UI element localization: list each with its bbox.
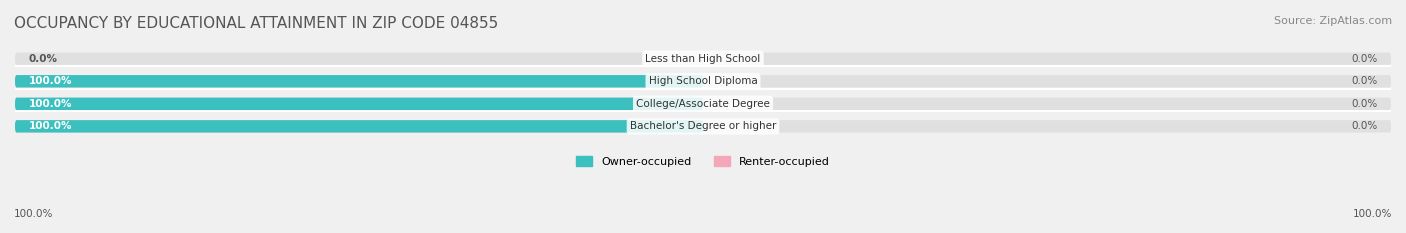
Legend: Owner-occupied, Renter-occupied: Owner-occupied, Renter-occupied (571, 152, 835, 171)
Text: 0.0%: 0.0% (1351, 121, 1378, 131)
FancyBboxPatch shape (15, 98, 703, 110)
FancyBboxPatch shape (15, 75, 1391, 87)
Text: 100.0%: 100.0% (1353, 209, 1392, 219)
Text: 100.0%: 100.0% (28, 99, 72, 109)
FancyBboxPatch shape (15, 98, 1391, 110)
Text: 100.0%: 100.0% (14, 209, 53, 219)
Text: OCCUPANCY BY EDUCATIONAL ATTAINMENT IN ZIP CODE 04855: OCCUPANCY BY EDUCATIONAL ATTAINMENT IN Z… (14, 16, 498, 31)
Text: 100.0%: 100.0% (28, 121, 72, 131)
Text: Less than High School: Less than High School (645, 54, 761, 64)
Text: Source: ZipAtlas.com: Source: ZipAtlas.com (1274, 16, 1392, 26)
FancyBboxPatch shape (15, 120, 1391, 133)
FancyBboxPatch shape (15, 120, 703, 133)
Text: College/Associate Degree: College/Associate Degree (636, 99, 770, 109)
Text: Bachelor's Degree or higher: Bachelor's Degree or higher (630, 121, 776, 131)
FancyBboxPatch shape (15, 75, 703, 87)
Text: 0.0%: 0.0% (1351, 99, 1378, 109)
FancyBboxPatch shape (15, 52, 1391, 65)
Text: 100.0%: 100.0% (28, 76, 72, 86)
Text: High School Diploma: High School Diploma (648, 76, 758, 86)
Text: 0.0%: 0.0% (1351, 76, 1378, 86)
Text: 0.0%: 0.0% (1351, 54, 1378, 64)
Text: 0.0%: 0.0% (28, 54, 58, 64)
